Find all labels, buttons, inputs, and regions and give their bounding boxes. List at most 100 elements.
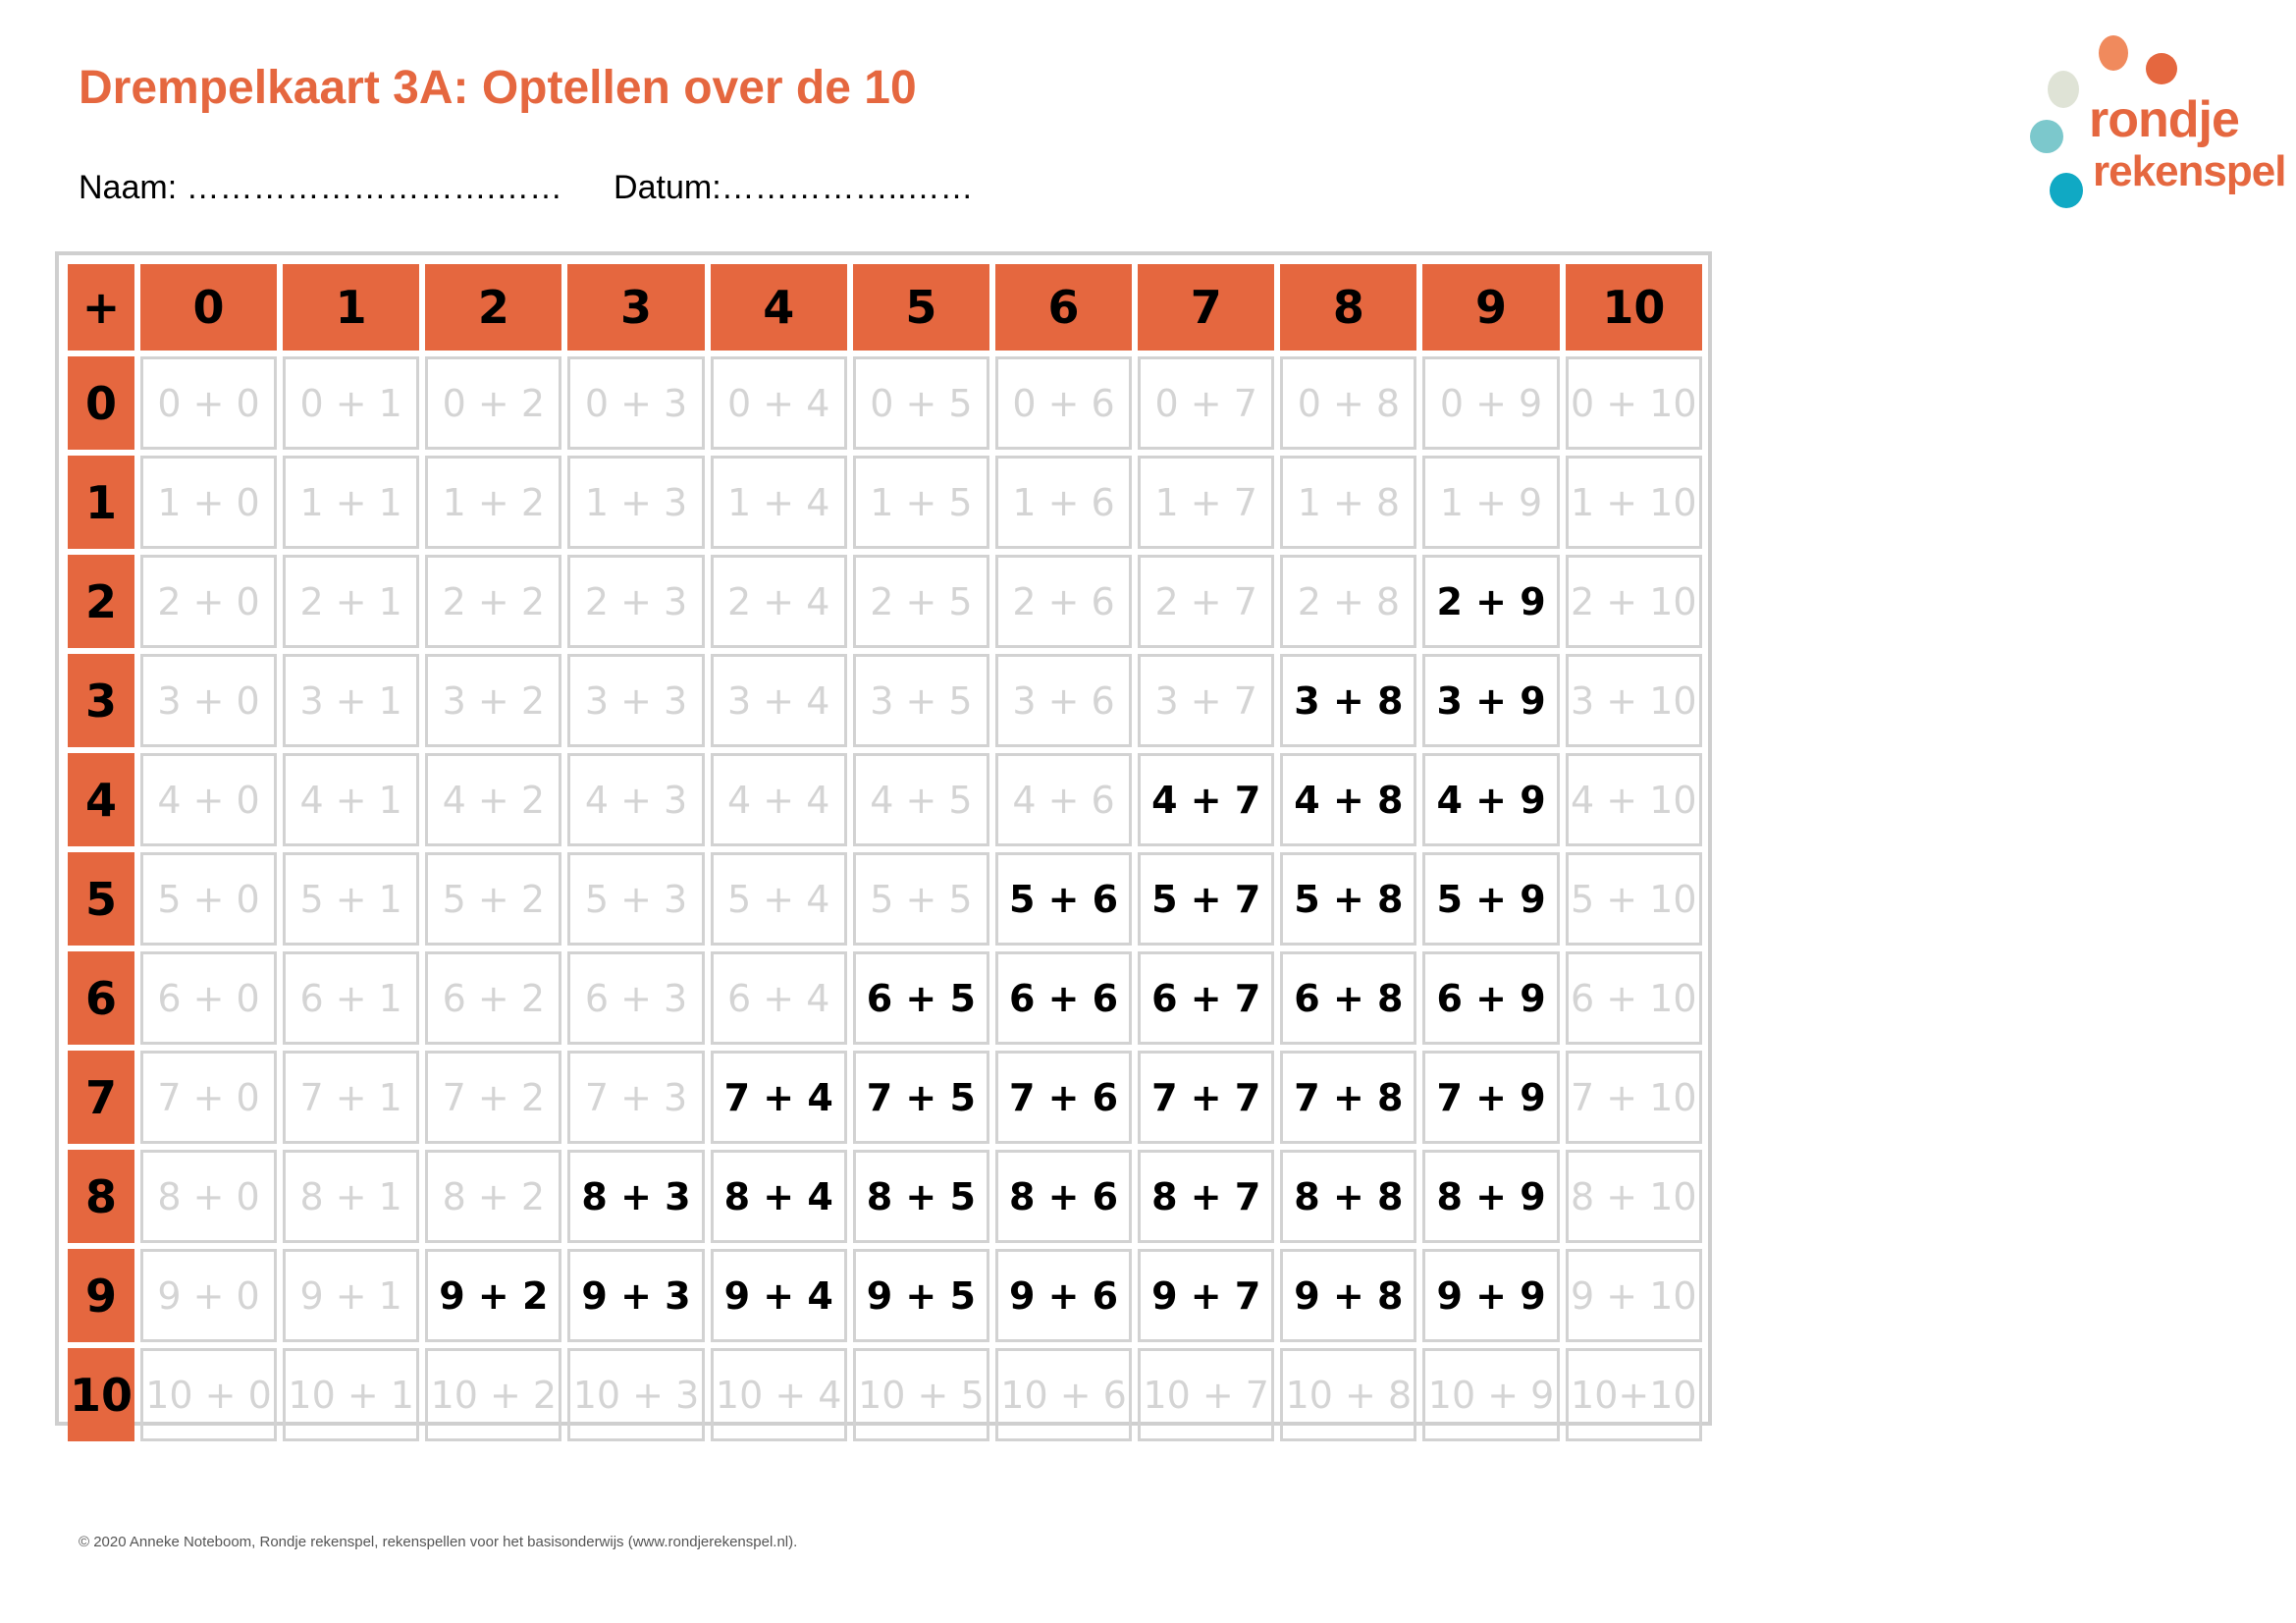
sum-cell: 10 + 9 [1422, 1348, 1560, 1441]
sum-cell: 1 + 1 [283, 456, 420, 549]
sum-cell: 2 + 10 [1565, 555, 1702, 648]
sum-cell-highlighted: 7 + 6 [994, 1051, 1133, 1144]
sum-cell-highlighted: 5 + 9 [1422, 852, 1560, 946]
sum-cell: 1 + 10 [1565, 456, 1702, 549]
column-header: 6 [994, 264, 1133, 351]
sum-cell: 6 + 3 [567, 951, 705, 1045]
sum-cell: 1 + 0 [139, 456, 278, 549]
sum-cell: 3 + 6 [994, 654, 1133, 747]
sum-cell-highlighted: 9 + 3 [567, 1249, 705, 1342]
sum-cell-highlighted: 9 + 5 [852, 1249, 989, 1342]
sum-cell: 5 + 0 [139, 852, 278, 946]
sum-cell: 5 + 2 [425, 852, 562, 946]
sum-cell: 6 + 4 [710, 951, 847, 1045]
sum-cell-highlighted: 8 + 8 [1280, 1150, 1417, 1243]
column-header: 9 [1422, 264, 1560, 351]
sum-cell: 0 + 7 [1138, 356, 1275, 450]
row-header: 2 [68, 555, 134, 648]
column-header: 0 [139, 264, 278, 351]
sum-cell: 7 + 3 [567, 1051, 705, 1144]
sum-cell: 10 + 5 [852, 1348, 989, 1441]
sum-cell: 1 + 9 [1422, 456, 1560, 549]
sum-cell: 3 + 5 [852, 654, 989, 747]
sum-cell: 2 + 6 [994, 555, 1133, 648]
sum-cell: 0 + 4 [710, 356, 847, 450]
sum-cell: 0 + 5 [852, 356, 989, 450]
sum-cell: 1 + 8 [1280, 456, 1417, 549]
sum-cell-highlighted: 9 + 2 [425, 1249, 562, 1342]
sum-cell: 2 + 2 [425, 555, 562, 648]
name-field[interactable]: Naam: ……………………….…… [79, 169, 563, 206]
sum-cell-highlighted: 9 + 4 [710, 1249, 847, 1342]
page-title: Drempelkaart 3A: Optellen over de 10 [79, 62, 917, 114]
column-header: 8 [1280, 264, 1417, 351]
sum-cell: 8 + 2 [425, 1150, 562, 1243]
sum-cell: 9 + 1 [283, 1249, 420, 1342]
sum-cell-highlighted: 8 + 7 [1138, 1150, 1275, 1243]
sum-cell-highlighted: 4 + 8 [1280, 753, 1417, 846]
sum-cell: 8 + 1 [283, 1150, 420, 1243]
sum-cell: 0 + 2 [425, 356, 562, 450]
sum-cell-highlighted: 7 + 9 [1422, 1051, 1560, 1144]
sum-cell: 10 + 3 [567, 1348, 705, 1441]
row-header: 9 [68, 1249, 134, 1342]
sum-cell: 3 + 2 [425, 654, 562, 747]
sum-cell: 3 + 4 [710, 654, 847, 747]
operator-header: + [68, 264, 134, 351]
sum-cell-highlighted: 9 + 8 [1280, 1249, 1417, 1342]
row-header: 0 [68, 356, 134, 450]
sum-cell-highlighted: 8 + 4 [710, 1150, 847, 1243]
column-header: 1 [283, 264, 420, 351]
sum-cell-highlighted: 5 + 6 [994, 852, 1133, 946]
sum-cell: 1 + 4 [710, 456, 847, 549]
sum-cell-highlighted: 8 + 3 [567, 1150, 705, 1243]
sum-cell: 8 + 10 [1565, 1150, 1702, 1243]
sum-cell: 7 + 10 [1565, 1051, 1702, 1144]
date-field[interactable]: Datum:……………..…… [614, 169, 974, 206]
sum-cell-highlighted: 7 + 8 [1280, 1051, 1417, 1144]
sum-cell: 10 + 4 [710, 1348, 847, 1441]
sum-cell: 2 + 8 [1280, 555, 1417, 648]
sum-cell: 4 + 1 [283, 753, 420, 846]
sum-cell-highlighted: 3 + 9 [1422, 654, 1560, 747]
sum-cell-highlighted: 9 + 6 [994, 1249, 1133, 1342]
sum-cell: 1 + 3 [567, 456, 705, 549]
column-header: 5 [852, 264, 989, 351]
row-header: 10 [68, 1348, 134, 1441]
sum-cell: 2 + 0 [139, 555, 278, 648]
sum-cell: 1 + 7 [1138, 456, 1275, 549]
sum-cell: 10 + 1 [283, 1348, 420, 1441]
logo-word-bottom: rekenspel [2093, 147, 2286, 195]
sum-cell: 0 + 3 [567, 356, 705, 450]
sum-cell: 7 + 1 [283, 1051, 420, 1144]
sum-cell: 0 + 10 [1565, 356, 1702, 450]
row-header: 5 [68, 852, 134, 946]
logo: rondje rekenspel [2022, 27, 2286, 224]
sum-cell: 10 + 0 [139, 1348, 278, 1441]
row-header: 7 [68, 1051, 134, 1144]
sum-cell: 0 + 6 [994, 356, 1133, 450]
row-header: 3 [68, 654, 134, 747]
sum-cell: 2 + 3 [567, 555, 705, 648]
sum-cell: 8 + 0 [139, 1150, 278, 1243]
sum-cell: 3 + 10 [1565, 654, 1702, 747]
sum-cell: 3 + 0 [139, 654, 278, 747]
sum-cell: 2 + 7 [1138, 555, 1275, 648]
sum-cell: 0 + 0 [139, 356, 278, 450]
logo-dot-3 [2048, 71, 2079, 108]
sum-cell-highlighted: 6 + 9 [1422, 951, 1560, 1045]
row-header: 8 [68, 1150, 134, 1243]
sum-cell: 6 + 10 [1565, 951, 1702, 1045]
sum-cell: 5 + 4 [710, 852, 847, 946]
sum-cell-highlighted: 9 + 9 [1422, 1249, 1560, 1342]
sum-cell: 10 + 2 [425, 1348, 562, 1441]
sum-cell: 0 + 9 [1422, 356, 1560, 450]
row-header: 4 [68, 753, 134, 846]
sum-cell: 7 + 0 [139, 1051, 278, 1144]
sum-cell-highlighted: 8 + 6 [994, 1150, 1133, 1243]
sum-cell: 9 + 10 [1565, 1249, 1702, 1342]
